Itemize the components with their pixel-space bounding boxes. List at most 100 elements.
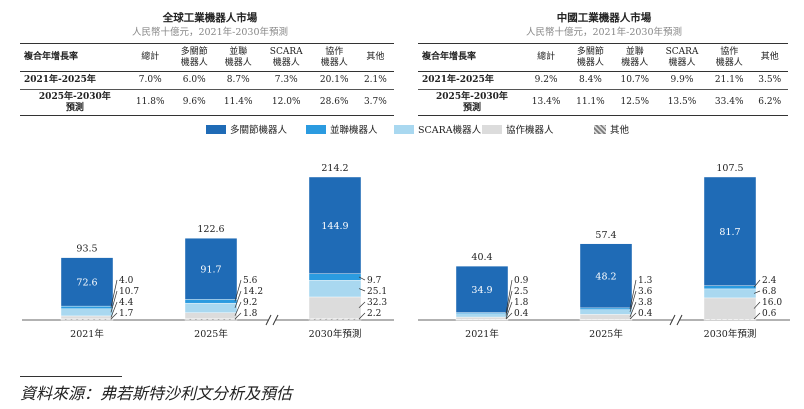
bar-segment-label: 0.4 [638,309,653,319]
callout-line [753,301,761,309]
legend-item: 其他 [594,122,629,136]
bar-segment [184,299,238,304]
table-row-header-label: 複合年增長率 [422,52,477,62]
axis-break-mark [676,314,683,326]
table-cell: 6.2% [758,97,782,107]
axis-break-gap [269,315,275,325]
table-cell: 13.4% [531,97,561,107]
cagr-table-global: 複合年增長率 總計 多關節 機器人 並聯 機器人 SCARA 機器人 協作 機器人 其他 2021年-… [20,43,394,116]
table-row: 2021年-2025年 7.0% 6.0% 8.7% 7.3% 20.1% 2.1% [20,72,394,90]
callout-line [629,290,637,313]
x-tick-label: 2025年 [194,328,228,340]
table-header-row: 複合年增長率 總計 多關節 機器人 並聯 機器人 SCARA 機器人 協作 機器人 其他 [418,43,788,72]
table-cell: 11.8% [135,97,165,107]
table-column-header: 其他 [760,52,779,62]
callout-line [753,312,761,320]
bar-segment [308,273,362,281]
x-tick-label: 2025年 [589,328,623,340]
table-cell: 10.7% [620,75,650,85]
bar-segment-label: 10.7 [119,287,139,297]
bar-segment-label: 48.2 [595,271,616,282]
axis-break-mark [265,314,272,326]
table-column-header: 協作 機器人 [715,46,743,68]
callout-line [358,312,366,320]
bar-segment-label: 34.9 [471,285,492,296]
callout-line [753,290,761,294]
legend-label: 並聯機器人 [330,125,378,136]
bar-segment-label: 4.0 [119,276,134,286]
bar-segment [703,288,757,299]
bar-segment [455,313,509,318]
bar-segment [60,308,114,317]
cagr-table-china: 複合年增長率 總計 多關節 機器人 並聯 機器人 SCARA 機器人 協作 機器人 其他 2021年-… [418,43,788,116]
table-cell: 21.1% [714,75,744,85]
bar-segment-label: 72.6 [76,277,97,288]
table-column-header: 多關節 機器人 [576,46,604,68]
callout-line [110,279,118,308]
bar-segment-label: 1.7 [119,309,134,319]
legend-label: 多關節機器人 [230,125,288,136]
callout-line [110,290,118,313]
stacked-bar-charts: 93.572.6 4.010.74.41.72021年122.691.75.614… [22,163,790,340]
bar-segment-label: 3.6 [638,287,653,297]
callout-line [358,288,366,292]
table-cell: 33.4% [714,97,744,107]
x-tick-label: 2030年預測 [704,328,757,340]
x-tick-label: 2021年 [70,328,104,340]
callout-line [234,301,242,316]
table-cell: 9.2% [534,75,558,85]
table-cell: 11.4% [223,97,253,107]
legend-item: SCARA機器人 [394,122,481,136]
bar-segment [579,309,633,315]
panel-title-global: 全球工業機器人市場 [162,12,258,24]
table-column-header: 協作 機器人 [320,46,348,68]
panel-subtitle-global: 人民幣十億元，2021年-2030年預測 [131,27,289,38]
legend-label: SCARA機器人 [418,125,482,136]
bar-segment-label: 81.7 [719,227,740,238]
table-row: 2025年-2030年 預測 13.4% 11.1% 12.5% 13.5% 33.4% 6.… [418,90,788,116]
bar-total-label: 122.6 [197,224,224,235]
bar-segment-label: 0.6 [762,309,777,319]
table-header-row: 複合年增長率 總計 多關節 機器人 並聯 機器人 SCARA 機器人 協作 機器人 其他 [20,43,394,72]
bar-total-label: 57.4 [595,230,616,241]
legend-swatch [594,124,606,134]
bar-segment-label: 2.5 [514,287,529,297]
legend-label: 協作機器人 [506,125,554,136]
bar-segment-label: 25.1 [367,287,387,297]
table-column-header: SCARA 機器人 [269,46,303,68]
bar-segment [184,302,238,313]
legend-swatch [306,124,326,134]
table-cell: 8.7% [226,75,250,85]
bar-segment [703,297,757,320]
legend-item: 多關節機器人 [206,122,287,136]
table-column-header: 並聯 機器人 [224,46,252,68]
bar-segment [579,243,633,309]
bar-segment [184,312,238,319]
callout-line [234,312,242,320]
table-column-header: 多關節 機器人 [180,46,208,68]
axis-break-mark [669,314,676,326]
table-column-header: 總計 [141,52,160,62]
legend-swatch [394,124,414,134]
table-cell: 12.5% [620,97,650,107]
bar-total-label: 40.4 [471,252,492,263]
bar-segment-label: 6.8 [762,287,777,297]
bar-segment [308,296,362,319]
bar-segment [703,176,757,286]
x-tick-label: 2030年預測 [309,328,362,340]
table-cell: 2.1% [363,75,387,85]
legend-label: 其他 [610,125,630,136]
bar-segment [60,305,114,309]
source-divider [20,376,122,377]
callout-line [358,301,366,309]
callout-line [234,279,242,302]
table-cell: 3.5% [758,75,782,85]
table-row-label: 2025年-2030年 預測 [38,91,111,113]
table-cell: 7.3% [274,75,298,85]
bar-segment-label: 14.2 [243,287,263,297]
table-row-label: 2021年-2025年 [24,75,96,85]
table-row-label: 2021年-2025年 [422,75,494,85]
table-row-header-label: 複合年增長率 [24,52,79,62]
callout-line [629,279,637,309]
table-cell: 12.0% [271,97,301,107]
